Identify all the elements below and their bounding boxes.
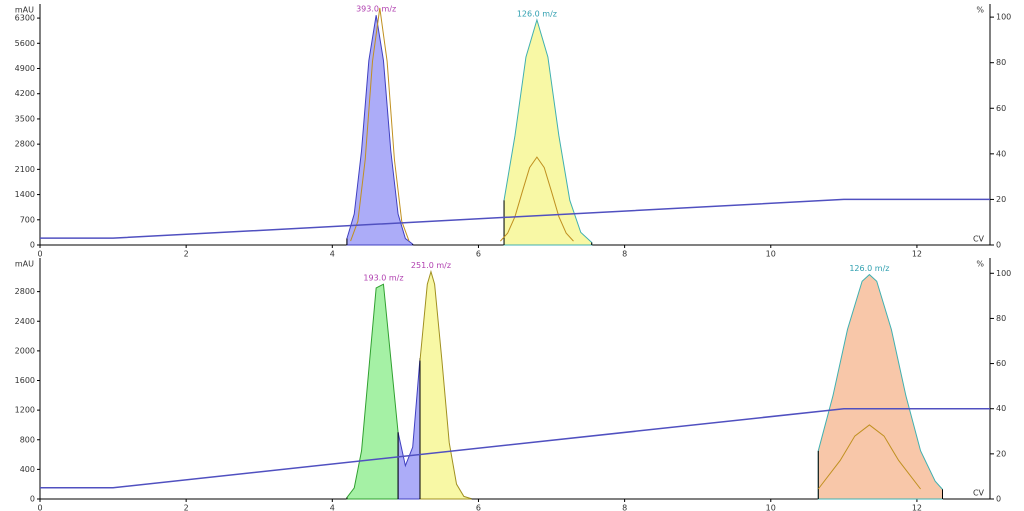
peak-area <box>419 269 472 500</box>
y2-tick-label: 20 <box>996 449 1006 458</box>
y2-axis-label: % <box>976 260 984 269</box>
x-tick-label: 12 <box>912 250 922 259</box>
x-tick-label: 6 <box>476 250 481 259</box>
y2-tick-label: 80 <box>996 58 1006 67</box>
y-tick-label: 1200 <box>15 406 35 415</box>
x-tick-label: 4 <box>330 504 335 511</box>
x-tick-label: 2 <box>184 250 189 259</box>
y-axis-label: mAU <box>15 6 34 15</box>
y-axis-label: mAU <box>15 260 34 269</box>
y-tick-label: 1600 <box>15 376 35 385</box>
trace-line <box>350 7 410 242</box>
y-tick-label: 1400 <box>15 190 35 199</box>
mz-annotation: 126.0 m/z <box>517 9 557 18</box>
peak-area <box>346 15 414 246</box>
y-tick-label: 5600 <box>15 39 35 48</box>
mz-annotation: 393.0 m/z <box>356 5 396 14</box>
y2-tick-label: 40 <box>996 404 1006 413</box>
x-tick-label: 0 <box>37 250 42 259</box>
y-tick-label: 700 <box>20 215 35 224</box>
mz-annotation: 251.0 m/z <box>411 261 451 270</box>
x-tick-label: 4 <box>330 250 335 259</box>
x-tick-label: 0 <box>37 504 42 511</box>
y2-tick-label: 100 <box>996 13 1011 22</box>
peak-area <box>397 358 421 500</box>
y-tick-label: 2400 <box>15 317 35 326</box>
x-tick-label: 8 <box>622 504 627 511</box>
peak-area <box>346 283 399 500</box>
x-tick-label: 6 <box>476 504 481 511</box>
x-tick-label: 12 <box>912 504 922 511</box>
y-tick-label: 2800 <box>15 287 35 296</box>
y-tick-label: 0 <box>30 241 35 250</box>
y-tick-label: 6300 <box>15 14 35 23</box>
y2-tick-label: 100 <box>996 269 1011 278</box>
y-tick-label: 4200 <box>15 89 35 98</box>
gradient-line <box>40 407 990 489</box>
y-tick-label: 2100 <box>15 165 35 174</box>
y2-tick-label: 0 <box>996 241 1001 250</box>
y-tick-label: 0 <box>30 495 35 504</box>
x-axis-label: CV <box>973 235 985 244</box>
x-tick-label: 2 <box>184 504 189 511</box>
trace-line <box>500 156 574 242</box>
x-tick-label: 10 <box>766 250 776 259</box>
y-tick-label: 2800 <box>15 140 35 149</box>
y2-tick-label: 60 <box>996 104 1006 113</box>
mz-annotation: 193.0 m/z <box>363 274 403 283</box>
x-tick-label: 8 <box>622 250 627 259</box>
y-tick-label: 3500 <box>15 114 35 123</box>
peak-area <box>817 273 943 500</box>
y2-tick-label: 40 <box>996 149 1006 158</box>
y-tick-label: 2000 <box>15 346 35 355</box>
gradient-line <box>40 198 990 239</box>
y-tick-label: 800 <box>20 435 35 444</box>
peak-area <box>503 18 593 246</box>
y-tick-label: 400 <box>20 465 35 474</box>
x-axis-label: CV <box>973 489 985 498</box>
x-tick-label: 10 <box>766 504 776 511</box>
trace-line <box>817 424 921 490</box>
y-tick-label: 4900 <box>15 64 35 73</box>
y2-tick-label: 0 <box>996 495 1001 504</box>
mz-annotation: 126.0 m/z <box>849 264 889 273</box>
y2-tick-label: 80 <box>996 314 1006 323</box>
y2-tick-label: 20 <box>996 195 1006 204</box>
y2-tick-label: 60 <box>996 359 1006 368</box>
y2-axis-label: % <box>976 6 984 15</box>
